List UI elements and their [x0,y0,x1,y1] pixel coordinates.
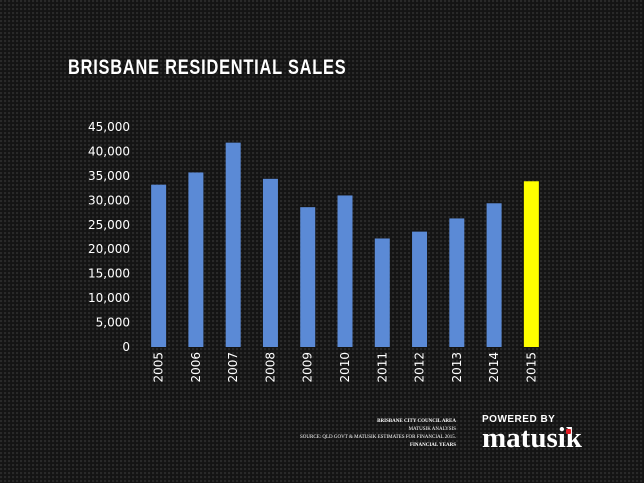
bar-2014 [486,203,502,347]
y-tick-label: 10,000 [88,291,130,305]
y-tick-label: 35,000 [88,169,130,183]
bar-2013 [449,218,465,347]
y-tick-label: 30,000 [88,193,130,207]
source-notes: BRISBANE CITY COUNCIL AREA MATUSIK ANALY… [300,418,456,450]
x-tick-label: 2008 [263,352,277,383]
powered-by-label: POWERED BY [482,414,556,425]
bar-2011 [374,238,390,347]
y-tick-label: 20,000 [88,242,130,256]
x-axis: 2005 2006 2007 2008 2009 2010 2011 2012 2013 2014… [152,352,539,383]
bar-2006 [188,172,204,347]
bar-2012 [412,231,428,347]
x-tick-label: 2006 [189,352,203,383]
x-tick-label: 2013 [450,352,464,383]
y-tick-label: 15,000 [88,267,130,281]
y-tick-label: 25,000 [88,218,130,232]
x-tick-label: 2009 [301,352,315,383]
x-tick-label: 2014 [487,352,501,383]
x-tick-label: 2011 [375,352,389,383]
brand-name: matusik [482,422,582,454]
chart-title: BRISBANE RESIDENTIAL SALES [68,56,347,79]
bars [151,142,539,347]
x-tick-label: 2007 [226,352,240,383]
matusik-logo: POWERED BY matusik [482,414,612,454]
x-tick-label: 2012 [413,352,427,383]
y-tick-label: 40,000 [88,144,130,158]
bar-2010 [337,195,353,347]
x-tick-label: 2005 [152,352,166,383]
x-tick-label: 2010 [338,352,352,383]
source-line-2: MATUSIK ANALYSIS [408,427,456,432]
source-line-4: FINANCIAL YEARS [409,443,456,448]
y-tick-label: 0 [122,340,130,354]
source-line-1: BRISBANE CITY COUNCIL AREA [377,419,456,424]
bar-2007 [225,142,241,347]
x-tick-label: 2015 [524,352,538,383]
source-line-3: SOURCE: QLD GOVT & MATUSIK ESTIMATES FOR… [300,435,456,440]
y-tick-label: 5,000 [96,316,130,330]
logo-dot-icon [566,429,571,434]
bar-2008 [262,178,278,347]
bar-2009 [300,207,316,347]
bar-2005 [151,184,167,347]
y-tick-label: 45,000 [88,120,130,134]
y-axis: 0 5,000 10,000 15,000 20,000 25,000 30,000 35,0… [88,120,130,354]
bar-2015 [523,181,539,347]
